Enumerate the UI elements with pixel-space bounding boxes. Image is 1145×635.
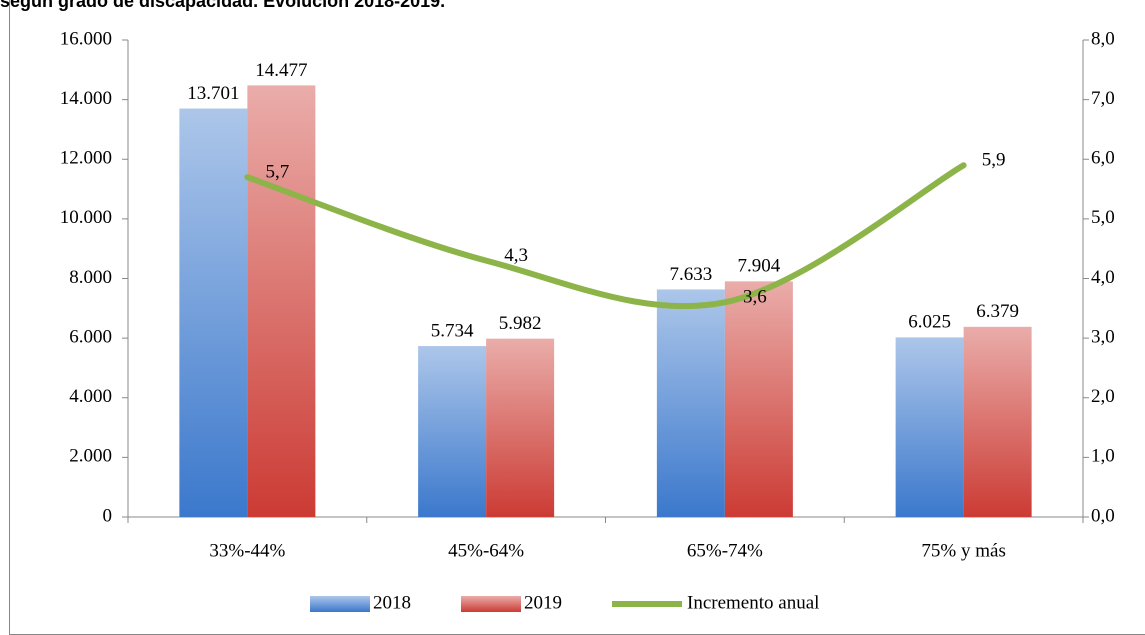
legend-label: Incremento anual bbox=[687, 592, 819, 613]
y2-tick-label: 1,0 bbox=[1091, 446, 1115, 467]
legend-swatch bbox=[461, 596, 521, 612]
y-tick-label: 12.000 bbox=[60, 148, 112, 169]
line-label: 5,9 bbox=[982, 150, 1006, 171]
data-label: 14.477 bbox=[255, 60, 307, 81]
x-tick-label: 75% y más bbox=[921, 540, 1005, 561]
data-label: 7.633 bbox=[670, 264, 713, 285]
data-label: 6.379 bbox=[976, 301, 1019, 322]
data-label: 5.734 bbox=[431, 320, 474, 341]
y2-tick-label: 7,0 bbox=[1091, 88, 1115, 109]
bar bbox=[486, 338, 555, 517]
bar bbox=[724, 281, 793, 517]
x-tick-label: 65%-74% bbox=[687, 540, 763, 561]
y2-tick-label: 8,0 bbox=[1091, 28, 1115, 49]
y-tick-label: 14.000 bbox=[60, 88, 112, 109]
y-tick-label: 8.000 bbox=[69, 267, 112, 288]
chart-title: según grado de discapacidad. Evolución 2… bbox=[0, 0, 445, 11]
line-label: 4,3 bbox=[504, 245, 528, 266]
legend-label: 2018 bbox=[373, 592, 411, 613]
bar bbox=[656, 289, 725, 517]
legend-swatch bbox=[310, 596, 370, 612]
line-label: 5,7 bbox=[266, 161, 290, 182]
x-tick-label: 33%-44% bbox=[209, 540, 285, 561]
y2-tick-label: 4,0 bbox=[1091, 267, 1115, 288]
data-label: 13.701 bbox=[187, 83, 239, 104]
y-tick-label: 6.000 bbox=[69, 326, 112, 347]
y2-tick-label: 5,0 bbox=[1091, 207, 1115, 228]
line bbox=[244, 162, 967, 310]
data-label: 6.025 bbox=[908, 312, 951, 333]
bar bbox=[179, 108, 248, 517]
legend-label: 2019 bbox=[524, 592, 562, 613]
bar bbox=[895, 337, 964, 517]
y2-tick-label: 0,0 bbox=[1091, 505, 1115, 526]
y-tick-label: 10.000 bbox=[60, 207, 112, 228]
bar bbox=[418, 346, 487, 517]
x-tick-label: 45%-64% bbox=[448, 540, 524, 561]
bar bbox=[963, 326, 1032, 517]
y2-tick-label: 2,0 bbox=[1091, 386, 1115, 407]
data-label: 5.982 bbox=[499, 313, 542, 334]
y-tick-label: 0 bbox=[103, 505, 113, 526]
bar bbox=[247, 85, 316, 518]
y-tick-label: 16.000 bbox=[60, 28, 112, 49]
y2-tick-label: 3,0 bbox=[1091, 326, 1115, 347]
data-label: 7.904 bbox=[738, 256, 781, 277]
y2-tick-label: 6,0 bbox=[1091, 148, 1115, 169]
line-label: 3,6 bbox=[743, 287, 767, 308]
y-tick-label: 2.000 bbox=[69, 446, 112, 467]
y-tick-label: 4.000 bbox=[69, 386, 112, 407]
